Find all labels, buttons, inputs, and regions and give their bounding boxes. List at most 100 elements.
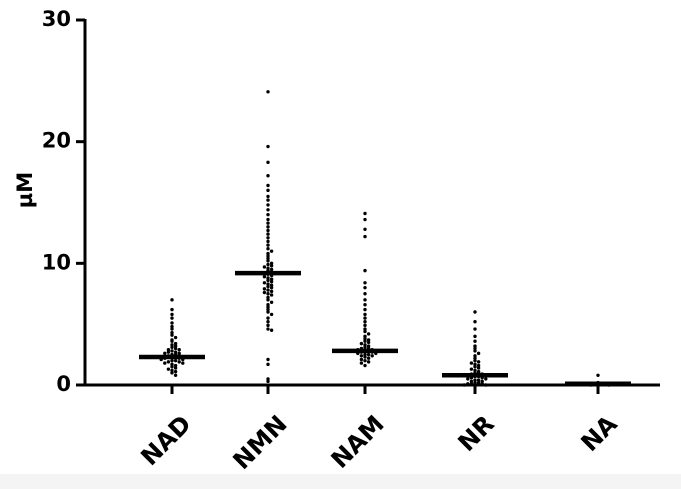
data-point — [166, 367, 171, 371]
data-point — [363, 334, 367, 339]
data-point — [170, 358, 174, 363]
data-point — [266, 203, 270, 207]
data-point — [473, 358, 477, 363]
data-point — [266, 303, 270, 307]
x-tick-label: NR — [453, 410, 500, 457]
data-point — [363, 345, 367, 349]
data-point — [170, 324, 174, 329]
data-point — [473, 354, 477, 358]
data-point — [476, 351, 481, 356]
data-point — [266, 174, 270, 178]
data-point — [181, 361, 185, 365]
data-point — [473, 310, 477, 314]
data-point — [266, 377, 270, 381]
data-point — [266, 305, 270, 309]
data-point — [363, 285, 367, 290]
data-point — [269, 267, 274, 272]
data-point — [266, 316, 270, 320]
data-point — [170, 365, 174, 369]
data-point — [473, 380, 477, 385]
data-point — [170, 312, 174, 317]
data-point — [166, 360, 171, 364]
data-point — [269, 293, 274, 297]
data-point — [170, 371, 174, 375]
data-point — [476, 380, 481, 385]
data-point — [266, 295, 270, 300]
data-point — [266, 217, 270, 222]
data-point — [366, 344, 371, 348]
data-point — [266, 307, 270, 312]
data-point — [266, 357, 270, 362]
data-point — [266, 284, 270, 289]
data-point — [363, 323, 367, 328]
data-point — [359, 357, 364, 362]
data-point — [473, 378, 477, 382]
data-point — [173, 344, 178, 348]
data-point — [266, 225, 270, 229]
y-tick-label: 10 — [42, 250, 71, 274]
data-point — [266, 298, 270, 302]
data-point — [363, 281, 367, 285]
data-point — [166, 350, 171, 354]
data-point — [469, 361, 474, 365]
data-point — [363, 352, 367, 357]
data-point — [266, 254, 270, 258]
data-point — [363, 268, 367, 273]
data-point — [469, 382, 474, 386]
data-point — [269, 261, 274, 266]
data-point — [462, 383, 466, 387]
data-point — [363, 211, 367, 216]
data-point — [173, 366, 178, 370]
data-point — [170, 368, 174, 373]
data-point — [363, 316, 367, 320]
data-point — [170, 362, 174, 367]
data-point — [269, 312, 274, 317]
data-point — [269, 289, 274, 294]
data-point — [469, 379, 474, 384]
data-point — [473, 344, 477, 348]
data-point — [170, 298, 174, 302]
data-point — [473, 356, 477, 360]
data-point — [473, 320, 477, 324]
data-point — [177, 360, 181, 364]
data-point — [266, 221, 270, 225]
data-point — [170, 321, 174, 325]
data-point — [170, 349, 174, 353]
data-point — [170, 333, 174, 337]
x-tick-label: NAM — [326, 410, 390, 474]
data-point — [269, 249, 274, 253]
data-point — [596, 373, 600, 377]
data-point — [363, 234, 367, 239]
data-point — [266, 320, 270, 324]
data-point — [473, 349, 477, 353]
y-tick-label: 30 — [42, 7, 71, 31]
data-point — [269, 277, 274, 281]
data-point — [266, 239, 270, 244]
data-point — [177, 348, 181, 352]
data-point — [370, 354, 374, 358]
data-point — [266, 256, 270, 261]
data-point — [466, 377, 470, 381]
data-point — [363, 329, 367, 334]
data-point — [266, 228, 270, 233]
data-point — [266, 188, 270, 193]
data-point — [363, 298, 367, 302]
data-point — [363, 358, 367, 363]
data-point — [363, 303, 367, 307]
data-point — [476, 363, 481, 368]
data-point — [363, 320, 367, 324]
data-point — [266, 90, 270, 94]
data-point — [266, 251, 270, 256]
data-point — [266, 183, 270, 188]
data-point — [366, 356, 371, 360]
data-point — [170, 307, 174, 312]
data-point — [266, 160, 270, 165]
data-point — [262, 290, 267, 295]
data-point — [363, 339, 367, 343]
data-point — [170, 330, 174, 335]
data-point — [469, 367, 474, 371]
data-point — [269, 264, 274, 268]
data-point — [177, 351, 181, 356]
data-point — [473, 362, 477, 367]
